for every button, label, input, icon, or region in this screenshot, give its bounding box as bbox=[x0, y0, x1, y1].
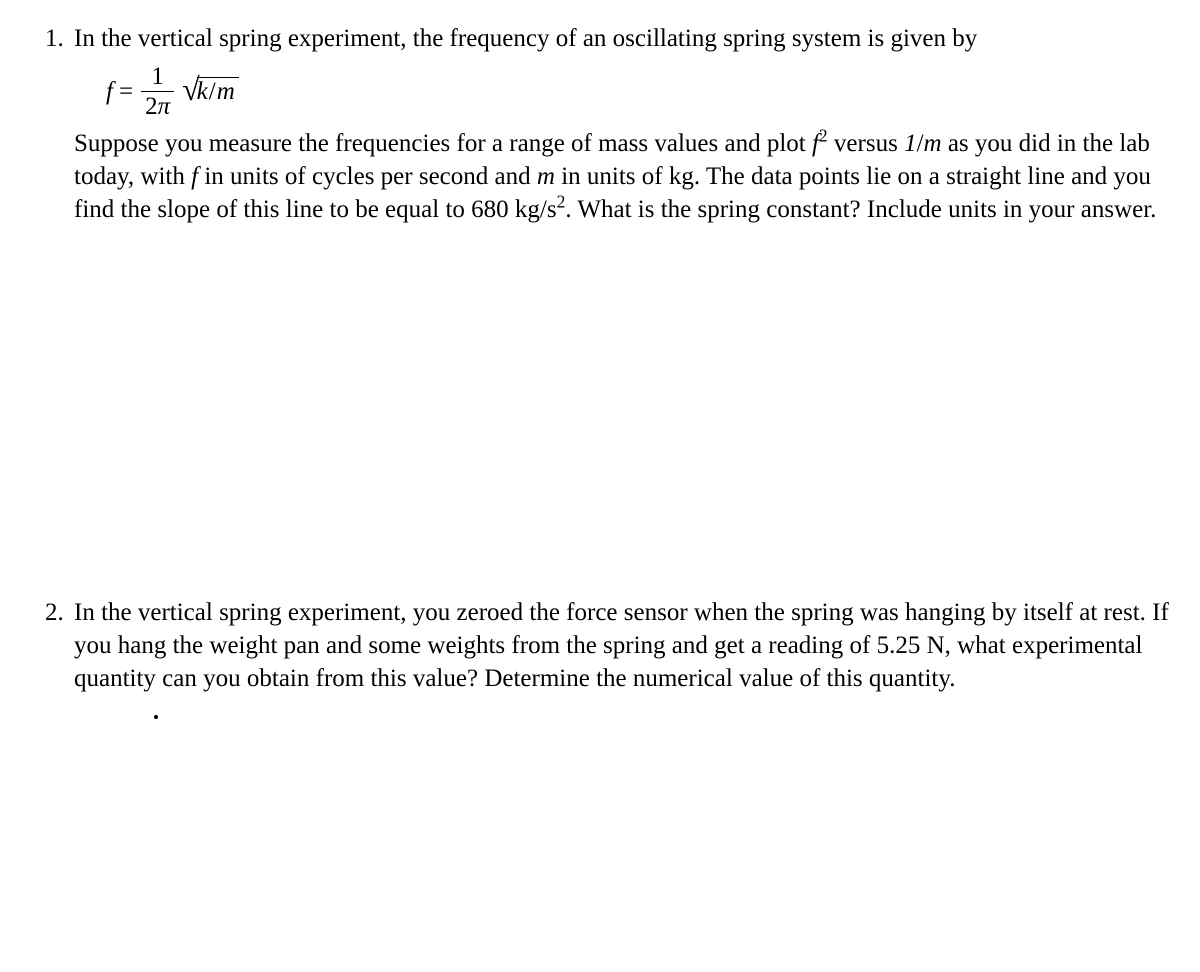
problem-1: In the vertical spring experiment, the f… bbox=[70, 22, 1170, 226]
stray-dot-icon bbox=[154, 715, 158, 719]
problem-list: In the vertical spring experiment, the f… bbox=[28, 22, 1170, 719]
slope-unit-prefix: kg/s bbox=[509, 196, 557, 223]
eq-fraction-denominator: 2π bbox=[141, 91, 174, 119]
plot-x-variable: 1/m bbox=[904, 130, 942, 157]
problem-1-equation: f = 1 2π √ k/m bbox=[106, 61, 1170, 121]
eq-fraction-den-coeff: 2 bbox=[145, 93, 158, 120]
m-symbol-inline: m bbox=[537, 163, 555, 190]
eq-fraction: 1 2π bbox=[141, 64, 174, 119]
plot-y-symbol: f bbox=[812, 130, 819, 157]
eq-radicand-m: m bbox=[217, 78, 235, 105]
eq-fraction-den-pi: π bbox=[158, 93, 171, 120]
problem-1-body: In the vertical spring experiment, the f… bbox=[74, 22, 1170, 226]
plot-x-denom: m bbox=[924, 130, 942, 157]
plot-y-exponent: 2 bbox=[819, 126, 828, 146]
problem-1-intro: In the vertical spring experiment, the f… bbox=[74, 25, 977, 52]
eq-lhs-symbol: f bbox=[106, 75, 113, 108]
eq-fraction-numerator: 1 bbox=[147, 64, 168, 91]
problem-2-text: In the vertical spring experiment, you z… bbox=[74, 599, 1169, 692]
slope-value: 680 bbox=[471, 196, 509, 223]
eq-radicand-k: k bbox=[197, 78, 208, 105]
problem-2-body: In the vertical spring experiment, you z… bbox=[74, 596, 1170, 695]
problem-1-text-suffix: . What is the spring constant? Include u… bbox=[565, 196, 1156, 223]
eq-sqrt: √ k/m bbox=[182, 75, 239, 107]
plot-x-numer: 1 bbox=[904, 130, 917, 157]
plot-y-variable: f2 bbox=[812, 130, 834, 157]
eq-radicand-slash: / bbox=[209, 78, 216, 105]
document-page: In the vertical spring experiment, the f… bbox=[0, 0, 1200, 739]
eq-radicand: k/m bbox=[197, 77, 239, 107]
problem-1-text-mid1: versus bbox=[834, 130, 904, 157]
plot-x-slash: / bbox=[917, 130, 924, 157]
problem-1-text-prefix: Suppose you measure the frequencies for … bbox=[74, 130, 812, 157]
problem-1-text-mid3: in units of cycles per second and bbox=[198, 163, 537, 190]
eq-equals: = bbox=[119, 75, 133, 108]
problem-2: In the vertical spring experiment, you z… bbox=[70, 596, 1170, 719]
